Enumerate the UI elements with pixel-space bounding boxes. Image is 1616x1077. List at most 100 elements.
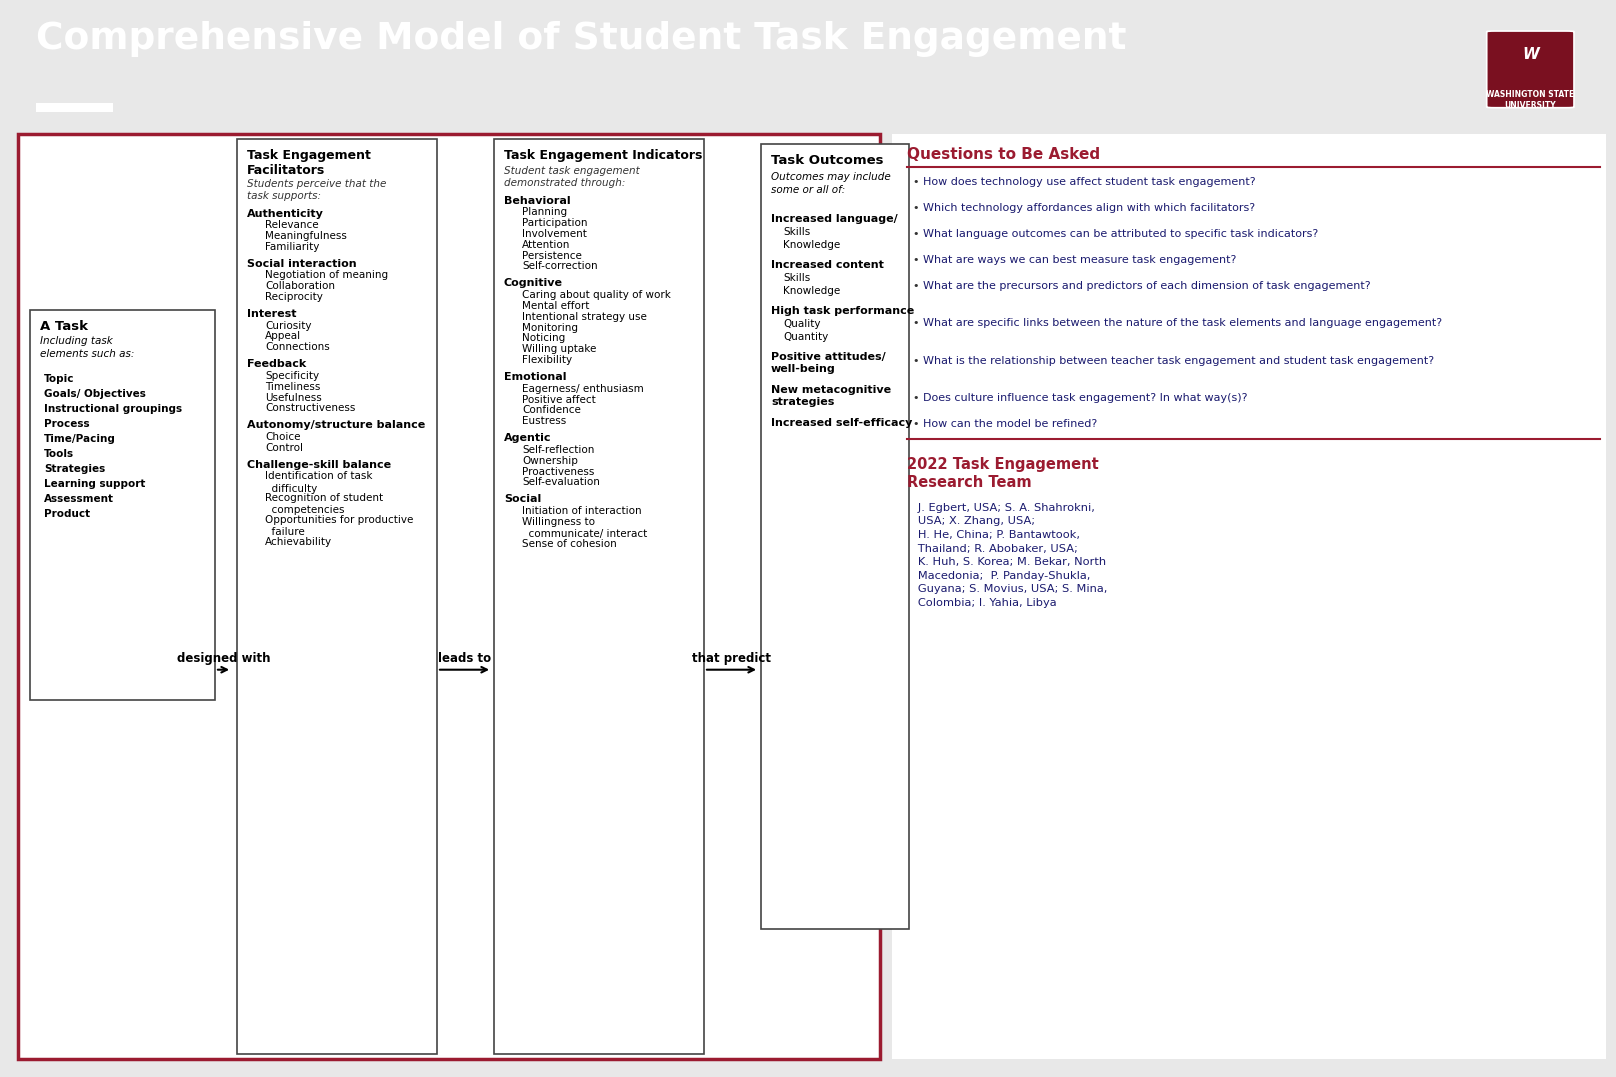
Text: Opportunities for productive
  failure: Opportunities for productive failure — [265, 515, 414, 537]
Text: What is the relationship between teacher task engagement and student task engage: What is the relationship between teacher… — [923, 355, 1433, 366]
Text: 2022 Task Engagement
Research Team: 2022 Task Engagement Research Team — [907, 457, 1099, 490]
Bar — [761, 143, 908, 929]
Text: Agentic: Agentic — [504, 433, 551, 443]
Text: •: • — [911, 228, 918, 239]
Text: Task Outcomes: Task Outcomes — [771, 154, 884, 167]
Text: Knowledge: Knowledge — [784, 285, 840, 296]
Text: Knowledge: Knowledge — [784, 240, 840, 250]
Text: Comprehensive Model of Student Task Engagement: Comprehensive Model of Student Task Enga… — [36, 20, 1126, 57]
Text: Does culture influence task engagement? In what way(s)?: Does culture influence task engagement? … — [923, 393, 1248, 403]
Text: •: • — [911, 355, 918, 366]
Text: Assessment: Assessment — [44, 493, 115, 504]
Text: Mental effort: Mental effort — [522, 300, 590, 311]
Text: Strategies: Strategies — [44, 464, 105, 474]
Text: Instructional groupings: Instructional groupings — [44, 404, 183, 414]
Text: that predict: that predict — [692, 652, 771, 665]
Text: Ownership: Ownership — [522, 456, 579, 465]
Text: Time/Pacing: Time/Pacing — [44, 434, 116, 444]
Text: Task Engagement Indicators: Task Engagement Indicators — [504, 149, 703, 162]
Text: Willingness to
  communicate/ interact: Willingness to communicate/ interact — [522, 517, 648, 540]
Text: Caring about quality of work: Caring about quality of work — [522, 290, 671, 300]
Bar — [36, 103, 113, 112]
Text: Constructiveness: Constructiveness — [265, 404, 356, 414]
Text: Control: Control — [265, 443, 304, 452]
Text: Increased content: Increased content — [771, 260, 884, 269]
Text: Meaningfulness: Meaningfulness — [265, 232, 347, 241]
Text: What language outcomes can be attributed to specific task indicators?: What language outcomes can be attributed… — [923, 228, 1319, 239]
Bar — [31, 310, 215, 700]
Text: A Task: A Task — [40, 320, 87, 333]
Text: •: • — [911, 177, 918, 186]
Text: Attention: Attention — [522, 240, 570, 250]
Text: Relevance: Relevance — [265, 220, 318, 230]
Text: Involvement: Involvement — [522, 228, 587, 239]
FancyBboxPatch shape — [1487, 31, 1574, 108]
Text: Authenticity: Authenticity — [247, 209, 323, 219]
Text: Persistence: Persistence — [522, 251, 582, 261]
Text: Curiosity: Curiosity — [265, 321, 312, 331]
Text: How does technology use affect student task engagement?: How does technology use affect student t… — [923, 177, 1256, 186]
Text: Autonomy/structure balance: Autonomy/structure balance — [247, 420, 425, 431]
Text: J. Egbert, USA; S. A. Shahrokni,
   USA; X. Zhang, USA;
   H. He, China; P. Bant: J. Egbert, USA; S. A. Shahrokni, USA; X.… — [907, 503, 1107, 607]
Text: Questions to Be Asked: Questions to Be Asked — [907, 146, 1100, 162]
Text: Social: Social — [504, 494, 541, 504]
Text: Product: Product — [44, 508, 90, 519]
Text: Specificity: Specificity — [265, 370, 318, 381]
Text: •: • — [911, 254, 918, 265]
Text: Tools: Tools — [44, 449, 74, 459]
Text: Students perceive that the
task supports:: Students perceive that the task supports… — [247, 179, 386, 201]
Text: Including task
elements such as:: Including task elements such as: — [40, 336, 134, 359]
Text: Learning support: Learning support — [44, 478, 145, 489]
Text: High task performance: High task performance — [771, 306, 915, 316]
Text: Initiation of interaction: Initiation of interaction — [522, 506, 642, 516]
Bar — [892, 134, 1606, 1059]
Text: Challenge-skill balance: Challenge-skill balance — [247, 460, 391, 470]
Text: Collaboration: Collaboration — [265, 281, 335, 291]
Text: New metacognitive
strategies: New metacognitive strategies — [771, 384, 890, 407]
Text: Increased language/: Increased language/ — [771, 213, 898, 224]
Text: Self-reflection: Self-reflection — [522, 445, 595, 454]
Text: Skills: Skills — [784, 272, 810, 282]
Text: Recognition of student
  competencies: Recognition of student competencies — [265, 493, 383, 516]
Text: leads to: leads to — [438, 652, 491, 665]
Text: Skills: Skills — [784, 226, 810, 237]
Text: Student task engagement
demonstrated through:: Student task engagement demonstrated thr… — [504, 166, 640, 188]
Text: Timeliness: Timeliness — [265, 381, 320, 392]
Text: Participation: Participation — [522, 218, 588, 228]
Text: Self-evaluation: Self-evaluation — [522, 477, 600, 488]
Text: Noticing: Noticing — [522, 334, 566, 344]
Text: Self-correction: Self-correction — [522, 262, 598, 271]
Text: •: • — [911, 318, 918, 328]
Text: •: • — [911, 419, 918, 430]
Text: Cognitive: Cognitive — [504, 278, 562, 289]
Text: Willing uptake: Willing uptake — [522, 345, 596, 354]
Text: Quantity: Quantity — [784, 332, 829, 341]
Text: Usefulness: Usefulness — [265, 393, 322, 403]
Text: Eagerness/ enthusiasm: Eagerness/ enthusiasm — [522, 383, 643, 394]
Text: Feedback: Feedback — [247, 360, 307, 369]
Text: Monitoring: Monitoring — [522, 323, 579, 333]
Bar — [18, 134, 881, 1059]
Text: What are the precursors and predictors of each dimension of task engagement?: What are the precursors and predictors o… — [923, 281, 1370, 291]
Text: Quality: Quality — [784, 319, 821, 328]
Text: Proactiveness: Proactiveness — [522, 466, 595, 476]
Text: •: • — [911, 281, 918, 291]
Text: WASHINGTON STATE
UNIVERSITY: WASHINGTON STATE UNIVERSITY — [1487, 89, 1574, 110]
Text: Positive affect: Positive affect — [522, 394, 596, 405]
Text: What are specific links between the nature of the task elements and language eng: What are specific links between the natu… — [923, 318, 1441, 328]
Text: Choice: Choice — [265, 432, 301, 442]
Text: Reciprocity: Reciprocity — [265, 292, 323, 303]
Text: Topic: Topic — [44, 374, 74, 383]
Text: Achievability: Achievability — [265, 536, 333, 546]
Text: Connections: Connections — [265, 342, 330, 352]
Text: Positive attitudes/
well-being: Positive attitudes/ well-being — [771, 352, 886, 374]
Text: Eustress: Eustress — [522, 417, 566, 426]
Text: Sense of cohesion: Sense of cohesion — [522, 538, 617, 548]
Text: Familiarity: Familiarity — [265, 242, 320, 252]
Text: Which technology affordances align with which facilitators?: Which technology affordances align with … — [923, 202, 1256, 212]
Text: Confidence: Confidence — [522, 405, 580, 416]
Text: Task Engagement
Facilitators: Task Engagement Facilitators — [247, 149, 372, 178]
Text: Emotional: Emotional — [504, 372, 567, 382]
Text: designed with: designed with — [176, 652, 270, 665]
Text: Interest: Interest — [247, 309, 296, 319]
